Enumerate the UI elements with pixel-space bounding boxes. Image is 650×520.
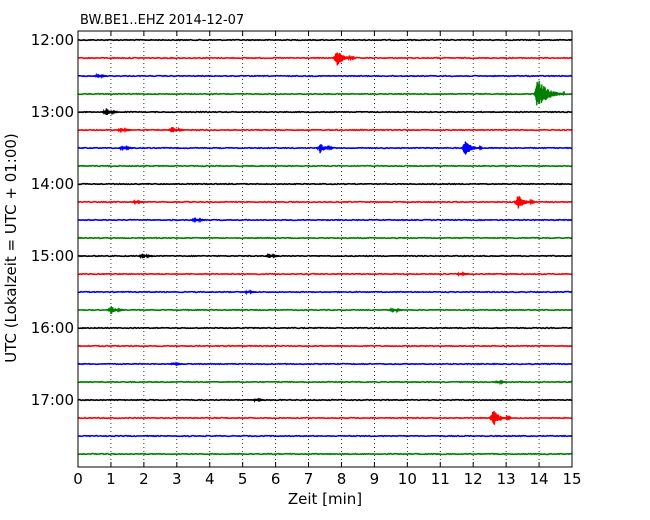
trace-1600 (77, 326, 573, 330)
trace-line (77, 434, 573, 438)
trace-line (77, 272, 573, 276)
trace-1330 (77, 141, 573, 155)
trace-1730 (77, 434, 573, 438)
seismic-event (456, 271, 470, 277)
trace-1400 (77, 182, 573, 186)
trace-line (77, 128, 573, 132)
x-tick-label: 8 (337, 470, 347, 488)
seismic-event (251, 397, 265, 404)
x-tick-label: 7 (304, 470, 314, 488)
trace-1630 (77, 361, 573, 367)
traces-layer (77, 38, 573, 456)
seismic-event (169, 361, 183, 367)
y-tick-label: 12:00 (31, 31, 74, 49)
trace-line (77, 182, 573, 186)
x-tick-label: 4 (205, 470, 215, 488)
trace-line (77, 398, 573, 402)
x-tick-label: 1 (106, 470, 116, 488)
trace-line (77, 308, 573, 312)
trace-line (77, 110, 573, 114)
x-tick-label: 10 (398, 470, 417, 488)
seismic-event (93, 72, 108, 80)
axes-frame (77, 30, 573, 468)
y-tick-label: 15:00 (31, 247, 74, 265)
y-tick-label: 14:00 (31, 175, 74, 193)
seismic-event (332, 52, 356, 66)
trace-line (77, 452, 573, 456)
seismic-event (493, 379, 508, 386)
trace-line (77, 218, 573, 222)
trace-line (77, 344, 573, 348)
trace-1515 (77, 271, 573, 277)
trace-line (77, 74, 573, 78)
trace-line (77, 326, 573, 330)
grid-layer (110, 31, 540, 467)
seismic-event (460, 141, 484, 155)
seismic-event (138, 253, 154, 260)
trace-1430 (77, 217, 573, 224)
trace-1200 (77, 38, 573, 42)
trace-1345 (77, 164, 573, 168)
x-tick-label: 15 (562, 470, 581, 488)
seismic-event (265, 252, 280, 259)
ticks-layer: 0 1 2 3 4 5 6 7 8 9 10 11 12 13 14 1512:0013:0014:0015:… (31, 31, 582, 488)
trace-1615 (77, 344, 573, 348)
trace-line (77, 380, 573, 384)
x-tick-label: 3 (172, 470, 182, 488)
trace-1545 (77, 306, 573, 314)
x-tick-label: 9 (370, 470, 380, 488)
seismic-event (118, 144, 134, 152)
seismic-event (388, 306, 403, 314)
trace-1715 (77, 411, 573, 425)
seismic-event (101, 108, 119, 116)
trace-1500 (77, 252, 573, 260)
trace-line (77, 38, 573, 42)
trace-1315 (77, 126, 573, 134)
trace-line (77, 254, 573, 258)
x-tick-label: 2 (139, 470, 149, 488)
trace-1645 (77, 379, 573, 386)
x-axis-label: Zeit [min] (288, 490, 362, 508)
x-tick-label: 5 (238, 470, 248, 488)
trace-line (77, 362, 573, 366)
trace-1445 (77, 236, 573, 240)
seismic-event (513, 196, 536, 209)
trace-line (77, 200, 573, 204)
x-tick-label: 0 (73, 470, 83, 488)
seismic-event (106, 306, 124, 314)
y-tick-label: 17:00 (31, 391, 74, 409)
y-axis-label: UTC (Lokalzeit = UTC + 01:00) (2, 133, 20, 363)
seismic-event (488, 411, 512, 425)
trace-line (77, 290, 573, 294)
trace-line (77, 236, 573, 240)
trace-line (77, 56, 573, 60)
seismic-event (167, 126, 185, 133)
seismic-event (190, 217, 206, 224)
x-tick-label: 14 (530, 470, 549, 488)
seismic-event (116, 126, 132, 134)
y-tick-label: 13:00 (31, 103, 74, 121)
seismic-event (131, 199, 145, 206)
x-tick-label: 13 (497, 470, 516, 488)
trace-1300 (77, 108, 573, 116)
trace-1745 (77, 452, 573, 456)
seismic-event (316, 144, 334, 154)
y-tick-label: 16:00 (31, 319, 74, 337)
x-tick-label: 11 (431, 470, 450, 488)
trace-1700 (77, 397, 573, 404)
trace-1530 (77, 289, 573, 296)
trace-line (77, 164, 573, 168)
seismic-event (533, 80, 566, 106)
trace-1215 (77, 52, 573, 66)
chart-title: BW.BE1..EHZ 2014-12-07 (80, 13, 244, 28)
seismic-event (243, 289, 257, 296)
trace-1245 (77, 80, 573, 106)
x-tick-label: 6 (271, 470, 281, 488)
trace-line (77, 92, 573, 96)
trace-1230 (77, 72, 573, 80)
x-tick-label: 12 (464, 470, 483, 488)
trace-1415 (77, 196, 573, 209)
